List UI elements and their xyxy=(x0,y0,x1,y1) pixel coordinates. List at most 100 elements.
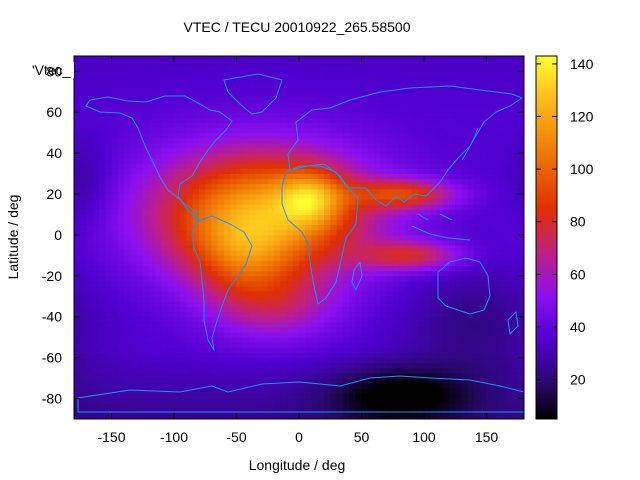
heatmap-cell xyxy=(455,352,462,359)
heatmap-cell xyxy=(424,102,431,108)
heatmap-cell xyxy=(261,199,269,205)
heatmap-cell xyxy=(392,173,400,180)
heatmap-cell xyxy=(217,367,225,374)
heatmap-cell xyxy=(442,209,450,215)
heatmap-cell xyxy=(199,153,206,159)
heatmap-cell xyxy=(249,245,256,251)
heatmap-cell xyxy=(274,66,281,72)
heatmap-cell xyxy=(436,301,444,307)
heatmap-cell xyxy=(511,332,519,338)
heatmap-cell xyxy=(355,296,362,302)
heatmap-cell xyxy=(324,194,331,200)
heatmap-cell xyxy=(155,173,162,180)
heatmap-cell xyxy=(299,337,306,343)
heatmap-cell xyxy=(292,388,300,394)
heatmap-cell xyxy=(217,158,225,164)
heatmap-cell xyxy=(199,142,206,149)
heatmap-cell xyxy=(499,291,506,297)
heatmap-cell xyxy=(430,102,437,108)
heatmap-cell xyxy=(230,234,237,241)
heatmap-cell xyxy=(92,209,100,215)
heatmap-cell xyxy=(399,316,406,323)
heatmap-cell xyxy=(430,76,437,82)
heatmap-cell xyxy=(86,372,94,379)
heatmap-cell xyxy=(99,61,106,67)
heatmap-cell xyxy=(130,367,137,374)
heatmap-cell xyxy=(86,388,94,394)
heatmap-cell xyxy=(249,153,256,159)
heatmap-cell xyxy=(374,372,381,379)
heatmap-cell xyxy=(199,301,206,307)
heatmap-cell xyxy=(155,204,162,210)
heatmap-cell xyxy=(517,403,525,410)
heatmap-cell xyxy=(411,403,419,410)
heatmap-cell xyxy=(261,142,269,149)
heatmap-cell xyxy=(174,86,181,93)
heatmap-cell xyxy=(386,224,394,231)
heatmap-cell xyxy=(355,163,362,169)
heatmap-cell xyxy=(105,81,112,88)
heatmap-cell xyxy=(130,393,137,399)
heatmap-cell xyxy=(249,112,256,118)
heatmap-cell xyxy=(342,158,350,164)
heatmap-cell xyxy=(124,209,131,215)
heatmap-cell xyxy=(424,132,431,139)
heatmap-cell xyxy=(324,96,331,103)
heatmap-cell xyxy=(461,122,469,128)
heatmap-cell xyxy=(111,255,119,261)
heatmap-cell xyxy=(424,188,431,195)
heatmap-cell xyxy=(411,301,419,307)
heatmap-cell xyxy=(236,148,244,154)
heatmap-cell xyxy=(111,275,119,282)
heatmap-cell xyxy=(99,96,106,103)
heatmap-cell xyxy=(286,413,294,420)
heatmap-cell xyxy=(167,296,175,302)
heatmap-cell xyxy=(380,296,387,302)
heatmap-cell xyxy=(499,393,506,399)
heatmap-cell xyxy=(342,367,350,374)
heatmap-cell xyxy=(436,66,444,72)
heatmap-cell xyxy=(230,127,237,134)
heatmap-cell xyxy=(374,117,381,123)
heatmap-cell xyxy=(217,81,225,88)
heatmap-cell xyxy=(474,372,481,379)
heatmap-cell xyxy=(311,204,319,210)
heatmap-cell xyxy=(424,388,431,394)
heatmap-cell xyxy=(199,378,206,384)
heatmap-cell xyxy=(480,71,487,77)
heatmap-cell xyxy=(136,173,144,180)
heatmap-cell xyxy=(505,214,512,220)
heatmap-cell xyxy=(186,413,194,420)
heatmap-cell xyxy=(192,332,200,338)
heatmap-cell xyxy=(474,173,481,180)
heatmap-cell xyxy=(155,275,162,282)
heatmap-cell xyxy=(205,81,212,88)
heatmap-cell xyxy=(480,234,487,241)
heatmap-cell xyxy=(280,393,287,399)
heatmap-cell xyxy=(80,347,87,353)
heatmap-cell xyxy=(286,398,294,405)
heatmap-cell xyxy=(299,362,306,369)
heatmap-cell xyxy=(367,81,375,88)
heatmap-cell xyxy=(474,316,481,323)
heatmap-cell xyxy=(330,132,337,139)
heatmap-cell xyxy=(99,321,106,328)
heatmap-cell xyxy=(149,362,156,369)
heatmap-cell xyxy=(117,362,125,369)
heatmap-cell xyxy=(474,352,481,359)
heatmap-cell xyxy=(92,260,100,267)
heatmap-cell xyxy=(380,378,387,384)
heatmap-cell xyxy=(149,71,156,77)
heatmap-cell xyxy=(224,357,231,364)
heatmap-cell xyxy=(80,367,87,374)
heatmap-cell xyxy=(230,153,237,159)
heatmap-cell xyxy=(380,280,387,287)
heatmap-cell xyxy=(80,250,87,256)
heatmap-cell xyxy=(399,398,406,405)
heatmap-cell xyxy=(155,332,162,338)
heatmap-cell xyxy=(511,112,519,118)
heatmap-cell xyxy=(192,229,200,236)
heatmap-cell xyxy=(161,362,169,369)
heatmap-cell xyxy=(180,347,187,353)
heatmap-cell xyxy=(255,102,262,108)
